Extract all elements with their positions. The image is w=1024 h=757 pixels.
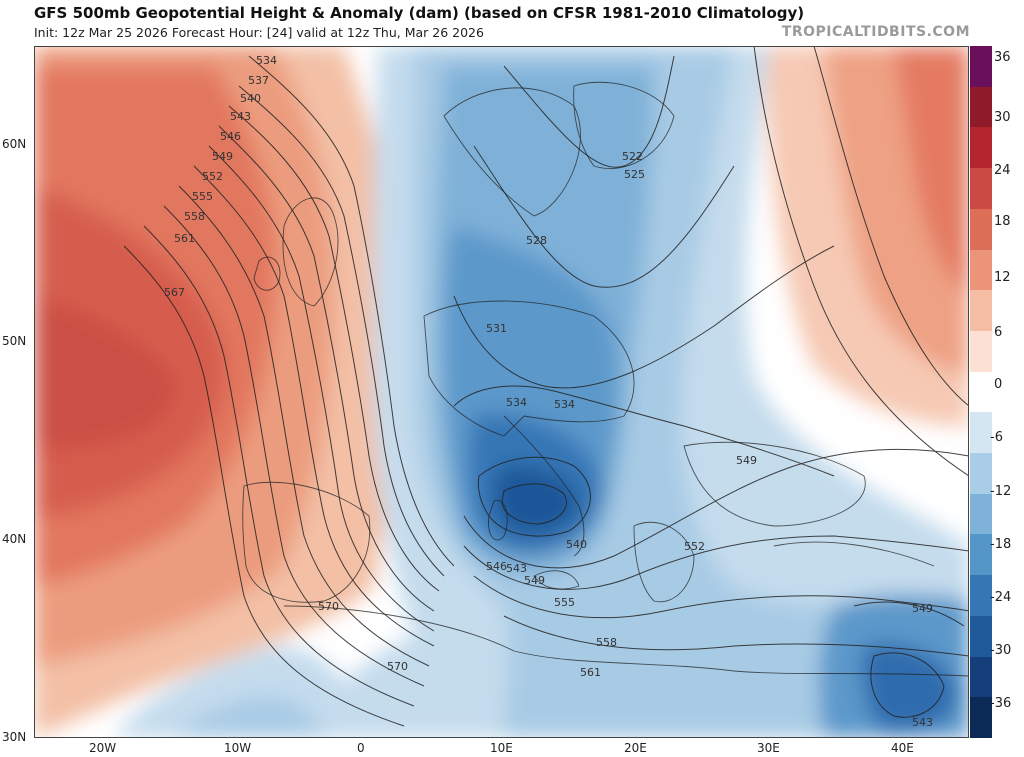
- colorbar-band: [970, 330, 992, 373]
- contour-height-label: 555: [192, 190, 213, 203]
- latitude-label: 30N: [2, 730, 27, 744]
- anomaly-map: 534 537 540 543 546 549 552 555 558 561 567 570 570 5…: [34, 46, 969, 738]
- frame-ticks: [34, 46, 969, 738]
- colorbar-label: 12: [994, 270, 1011, 285]
- colorbar-band: [970, 371, 992, 413]
- map-svg: [34, 46, 969, 738]
- colorbar-label: -36: [990, 696, 1012, 711]
- contour-height-label: 534: [256, 54, 277, 67]
- longitude-label: 10W: [224, 741, 252, 755]
- colorbar-band: [970, 615, 992, 658]
- contour-height-label: 531: [486, 322, 507, 335]
- chart-title: GFS 500mb Geopotential Height & Anomaly …: [34, 4, 805, 22]
- contour-height-label: 528: [526, 234, 547, 247]
- coastlines: [242, 81, 969, 677]
- colorbar-label: 36: [994, 50, 1011, 65]
- colorbar-band: [970, 86, 992, 128]
- contour-height-label: 549: [212, 150, 233, 163]
- longitude-label: 0: [357, 741, 365, 755]
- colorbar-label: -24: [990, 590, 1012, 605]
- longitude-label: 40E: [891, 741, 914, 755]
- contour-height-label: 570: [318, 600, 339, 613]
- colorbar-label: 24: [994, 163, 1011, 178]
- contour-height-label: 549: [736, 454, 757, 467]
- colorbar-label: -6: [990, 430, 1003, 445]
- contour-height-label: 555: [554, 596, 575, 609]
- longitude-label: 30E: [757, 741, 780, 755]
- colorbar-band: [970, 249, 992, 291]
- colorbar-label: 30: [994, 110, 1011, 125]
- colorbar-label: 0: [994, 377, 1003, 392]
- colorbar-band: [970, 127, 992, 169]
- colorbar-label: 6: [994, 325, 1003, 340]
- colorbar-band: [970, 697, 992, 739]
- colorbar: [970, 46, 992, 739]
- longitude-label: 10E: [490, 741, 513, 755]
- chart-subtitle: Init: 12z Mar 25 2026 Forecast Hour: [24…: [34, 25, 484, 40]
- contour-height-label: 534: [554, 398, 575, 411]
- colorbar-band: [970, 46, 992, 88]
- colorbar-band: [970, 656, 992, 698]
- colorbar-band: [970, 493, 992, 535]
- colorbar-band: [970, 168, 992, 210]
- contour-height-label: 525: [624, 168, 645, 181]
- contour-height-label: 549: [912, 602, 933, 615]
- colorbar-label: -18: [990, 537, 1012, 552]
- contour-height-label: 561: [580, 666, 601, 679]
- contour-height-label: 543: [230, 110, 251, 123]
- contour-height-label: 552: [684, 540, 705, 553]
- contour-height-label: 546: [220, 130, 241, 143]
- colorbar-band: [970, 453, 992, 495]
- contour-height-label: 570: [387, 660, 408, 673]
- brand-watermark: TROPICALTIDBITS.COM: [781, 24, 970, 40]
- contour-height-label: 537: [248, 74, 269, 87]
- contour-height-label: 540: [240, 92, 261, 105]
- contour-height-label: 558: [184, 210, 205, 223]
- contour-height-label: 567: [164, 286, 185, 299]
- colorbar-band: [970, 208, 992, 251]
- longitude-label: 20W: [89, 741, 117, 755]
- anomaly-fill: [34, 46, 969, 738]
- contour-height-label: 534: [506, 396, 527, 409]
- latitude-label: 60N: [2, 137, 27, 151]
- contour-height-label: 561: [174, 232, 195, 245]
- height-contours: [123, 46, 969, 727]
- contour-height-label: 540: [566, 538, 587, 551]
- colorbar-band: [970, 412, 992, 454]
- colorbar-band: [970, 290, 992, 332]
- contour-height-label: 543: [506, 562, 527, 575]
- colorbar-band: [970, 534, 992, 576]
- contour-height-label: 543: [912, 716, 933, 729]
- contour-height-label: 522: [622, 150, 643, 163]
- contour-height-label: 558: [596, 636, 617, 649]
- colorbar-label: -12: [990, 484, 1012, 499]
- contour-height-label: 552: [202, 170, 223, 183]
- longitude-label: 20E: [624, 741, 647, 755]
- latitude-label: 40N: [2, 532, 27, 546]
- colorbar-band: [970, 575, 992, 617]
- contour-height-label: 546: [486, 560, 507, 573]
- colorbar-label: 18: [994, 214, 1011, 229]
- latitude-label: 50N: [2, 334, 27, 348]
- colorbar-label: -30: [990, 643, 1012, 658]
- contour-height-label: 549: [524, 574, 545, 587]
